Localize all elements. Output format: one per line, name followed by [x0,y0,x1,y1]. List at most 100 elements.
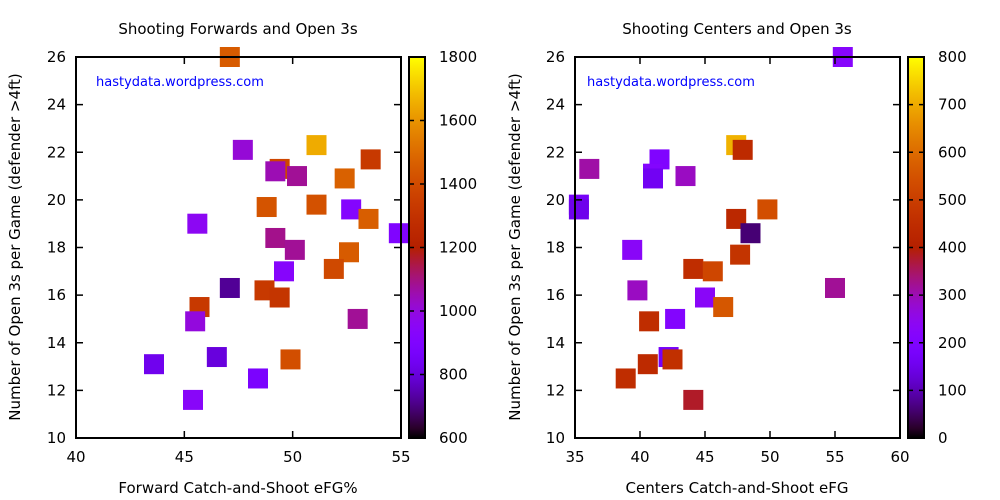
colorbar-gradient [409,57,425,438]
scatter-point [665,308,686,329]
scatter-point [185,311,206,332]
scatter-point [662,349,683,370]
colorbar: 600 800 1000 1200 1400 1600 1800 [408,48,477,447]
colorbar-tick-label: 0 [938,429,948,447]
scatter-point [183,389,203,410]
scatter-point [306,135,327,156]
scatter-point [232,139,253,160]
scatter-point [347,308,368,329]
watermark: hastydata.wordpress.com [587,75,755,90]
plot-area-forwards: hastydata.wordpress.com 40 45 50 55 10 12 14 16… [47,47,411,466]
y-tick-label: 26 [546,48,565,66]
y-tick-label: 18 [546,239,565,257]
scatter-point [206,347,227,368]
scatter-point [256,197,277,218]
scatter-point [639,311,660,332]
scatter-point [579,158,600,179]
scatter-point [219,277,240,298]
scatter-point [360,149,381,170]
scatter-point [713,297,734,318]
scatter-point [306,194,327,215]
points-layer [144,47,409,410]
scatter-point [732,139,753,160]
scatter-point [730,244,751,265]
scatter-point [269,287,290,308]
colorbar-tick-label: 400 [938,239,967,257]
y-tick-label: 14 [546,334,565,352]
scatter-point [615,368,636,389]
y-tick-label: 12 [546,381,565,399]
scatter-point [683,389,704,410]
y-tick-label: 20 [546,191,565,209]
colorbar-tick-label: 500 [938,191,967,209]
scatter-point [695,287,715,308]
x-tick-label: 55 [391,448,410,466]
scatter-point [323,258,344,279]
x-tick-label: 50 [760,448,779,466]
colorbar-tick-label: 1200 [439,239,477,257]
watermark: hastydata.wordpress.com [96,75,264,90]
x-tick-label: 60 [890,448,909,466]
x-axis-label: Forward Catch-and-Shoot eFG% [118,479,357,497]
y-tick-label: 26 [47,48,66,66]
scatter-point [274,261,294,282]
x-tick-label: 40 [630,448,649,466]
colorbar-tick-label: 100 [938,381,967,399]
colorbar-tick-label: 1400 [439,175,477,193]
x-tick-label: 55 [825,448,844,466]
x-axis-label: Centers Catch-and-Shoot eFG [626,479,849,497]
scatter-point [568,199,589,220]
colorbar-tick-label: 200 [938,334,967,352]
colorbar-tick-label: 800 [938,48,967,66]
y-axis-label: Number of Open 3s per Game (defender >4f… [6,73,24,420]
chart-forwards: Shooting Forwards and Open 3s hastydata.… [6,20,477,497]
scatter-point [388,223,409,244]
y-tick-label: 22 [546,143,565,161]
scatter-point [339,242,359,263]
scatter-point [622,239,643,260]
scatter-point [683,258,704,279]
chart-title: Shooting Centers and Open 3s [622,20,852,38]
plot-area-centers: hastydata.wordpress.com 35 40 45 50 55 60 10 12… [546,47,910,466]
x-tick-label: 45 [695,448,714,466]
scatter-point [740,223,761,244]
scatter-point [144,354,164,375]
scatter-point [265,161,286,182]
y-tick-label: 16 [47,286,66,304]
scatter-point [334,168,355,189]
scatter-point [287,166,307,187]
chart-title: Shooting Forwards and Open 3s [118,20,357,38]
scatter-point [254,280,275,301]
colorbar-tick-label: 600 [439,429,468,447]
colorbar-tick-label: 1600 [439,112,477,130]
scatter-point [675,166,696,187]
scatter-point [637,354,658,375]
x-tick-label: 45 [175,448,194,466]
colorbar-tick-label: 300 [938,286,967,304]
scatter-point [702,261,723,282]
chart-centers: Shooting Centers and Open 3s hastydata.w… [506,20,967,497]
y-axis-label: Number of Open 3s per Game (defender >4f… [506,73,524,420]
scatter-point [341,199,362,220]
colorbar-ticks: 0 100 200 300 400 500 600 700 800 [908,48,967,447]
y-tick-label: 24 [47,96,66,114]
colorbar-tick-label: 600 [938,143,967,161]
y-tick-label: 14 [47,334,66,352]
x-tick-label: 40 [66,448,85,466]
y-tick-label: 20 [47,191,66,209]
colorbar-tick-label: 800 [439,366,468,384]
x-tick-label: 35 [565,448,584,466]
y-tick-label: 10 [546,429,565,447]
scatter-point [825,277,845,298]
scatter-point [280,349,301,370]
x-tick-label: 50 [283,448,302,466]
scatter-point [643,168,663,189]
scatter-point [284,239,305,260]
scatter-point [187,213,208,234]
scatter-point [627,280,648,301]
scatter-point [248,368,268,389]
colorbar-ticks: 600 800 1000 1200 1400 1600 1800 [409,48,477,447]
y-tick-label: 16 [546,286,565,304]
colorbar-tick-label: 1800 [439,48,477,66]
